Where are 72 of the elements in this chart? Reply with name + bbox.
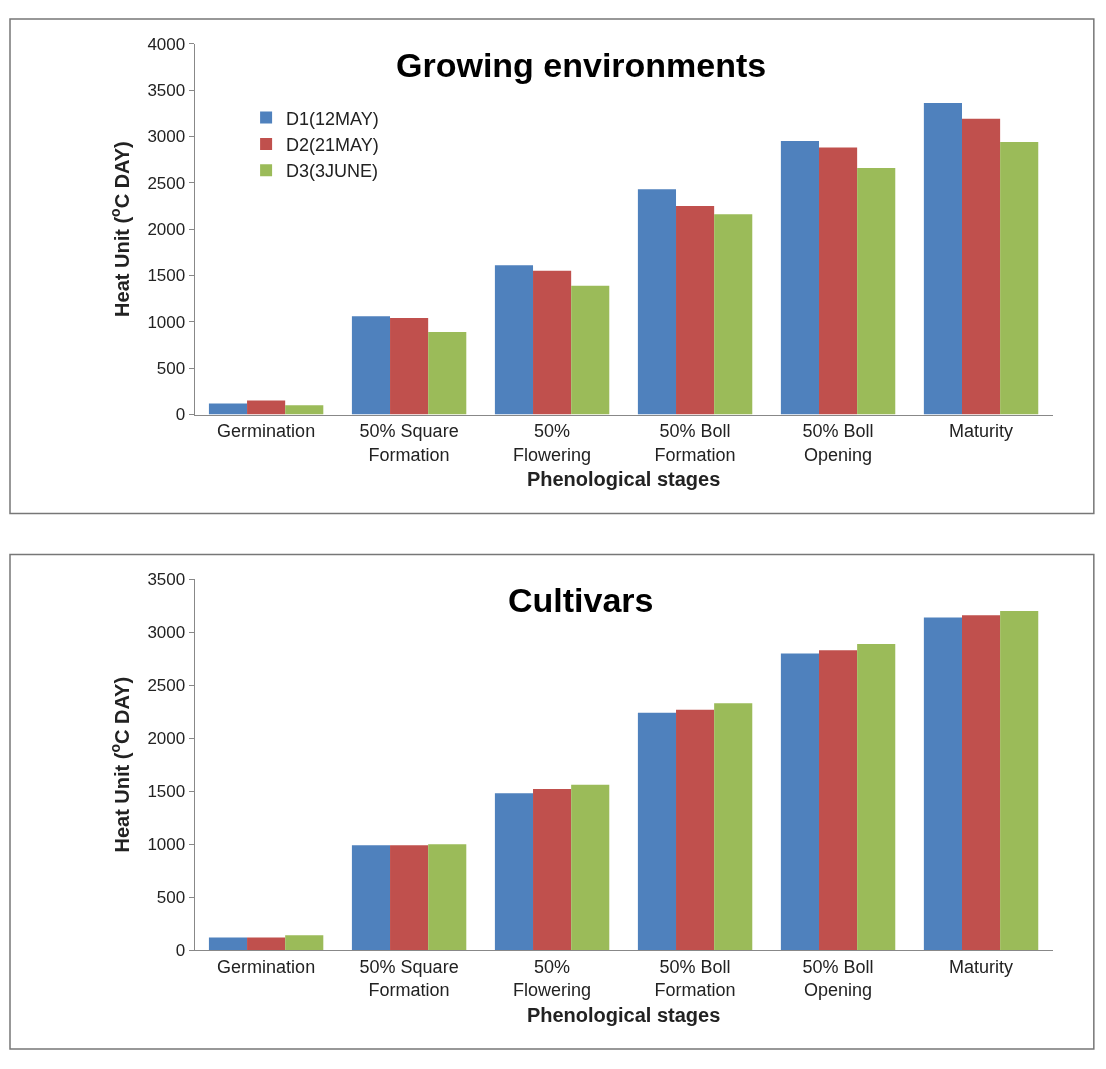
bar bbox=[637, 189, 677, 415]
bar bbox=[533, 789, 572, 951]
y-tick-label: 500 bbox=[156, 359, 186, 379]
y-tick-label: 1000 bbox=[147, 312, 186, 332]
bar bbox=[494, 265, 534, 415]
x-tick-label: Maturity bbox=[949, 956, 1014, 977]
bar bbox=[571, 784, 610, 951]
bar bbox=[676, 709, 715, 951]
x-tick-label: Maturity bbox=[949, 421, 1014, 442]
y-tick-label: 0 bbox=[175, 941, 186, 961]
bar bbox=[780, 653, 820, 951]
x-tick-label: 50% Flowering bbox=[513, 956, 592, 1001]
x-tick-label: 50% Flowering bbox=[513, 421, 592, 465]
bar bbox=[390, 318, 429, 415]
bar bbox=[247, 400, 286, 415]
bar bbox=[1000, 611, 1039, 951]
x-axis-title: Phenological stages bbox=[526, 468, 721, 491]
bar bbox=[637, 712, 677, 951]
legend-label: D2(21MAY) bbox=[286, 134, 379, 155]
y-tick-label: 2500 bbox=[147, 173, 186, 193]
bar bbox=[208, 937, 248, 951]
y-tick-label: 1500 bbox=[147, 266, 186, 286]
legend-label: D3(3JUNE) bbox=[286, 161, 379, 182]
bar bbox=[428, 844, 467, 951]
bar bbox=[962, 118, 1001, 415]
x-axis-title: Phenological stages bbox=[526, 1003, 721, 1026]
bar bbox=[494, 793, 534, 951]
x-tick-label: 50% Boll Formation bbox=[654, 421, 736, 465]
bar bbox=[351, 316, 391, 415]
bar bbox=[533, 270, 572, 415]
y-tick-label: 500 bbox=[156, 888, 186, 908]
bar bbox=[390, 845, 429, 951]
x-tick-label: 50% Square Formation bbox=[359, 956, 459, 1001]
x-tick-label: 50% Square Formation bbox=[359, 421, 459, 465]
x-tick-label: Germination bbox=[217, 956, 316, 977]
legend-label: D1(12MAY) bbox=[286, 108, 379, 129]
bar bbox=[714, 214, 753, 415]
bar bbox=[819, 650, 858, 951]
bar bbox=[857, 643, 896, 951]
bar bbox=[714, 703, 753, 951]
bar bbox=[857, 167, 896, 415]
bar bbox=[962, 615, 1001, 951]
y-tick-label: 4000 bbox=[147, 34, 186, 54]
bar bbox=[428, 332, 467, 415]
x-tick-label: 50% Boll Formation bbox=[654, 956, 736, 1001]
bar bbox=[285, 405, 324, 415]
bar bbox=[285, 935, 324, 951]
y-tick-label: 0 bbox=[175, 405, 186, 425]
y-tick-label: 3000 bbox=[147, 127, 186, 147]
x-tick-label: 50% Boll Opening bbox=[802, 421, 874, 465]
chart-title: Cultivars bbox=[508, 581, 654, 619]
bar bbox=[923, 617, 962, 951]
y-tick-label: 2000 bbox=[147, 220, 186, 240]
x-tick-label: Germination bbox=[217, 421, 316, 442]
bar bbox=[571, 285, 610, 415]
y-tick-label: 1000 bbox=[147, 835, 186, 855]
y-tick-label: 2500 bbox=[147, 676, 186, 696]
x-tick-label: 50% Boll Opening bbox=[802, 956, 874, 1001]
bar bbox=[676, 205, 715, 415]
bar bbox=[819, 147, 858, 415]
bar bbox=[351, 845, 391, 951]
y-tick-label: 3500 bbox=[147, 570, 186, 590]
bar bbox=[247, 937, 286, 951]
y-tick-label: 1500 bbox=[147, 782, 186, 802]
bar bbox=[780, 141, 820, 415]
y-tick-label: 3000 bbox=[147, 623, 186, 643]
y-tick-label: 2000 bbox=[147, 729, 186, 749]
y-tick-label: 3500 bbox=[147, 81, 186, 101]
bar bbox=[923, 103, 962, 415]
chart-title: Growing environments bbox=[396, 46, 767, 84]
bar bbox=[208, 403, 248, 415]
bar bbox=[1000, 141, 1039, 415]
